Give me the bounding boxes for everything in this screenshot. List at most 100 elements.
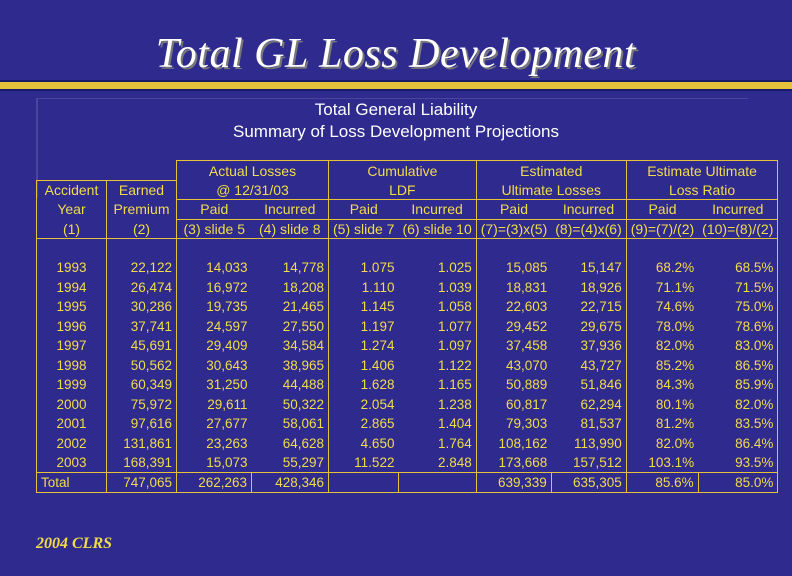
table-cell: 43,070: [475, 355, 552, 375]
header-year: Year: [36, 199, 107, 219]
table-cell: 4.650: [328, 433, 399, 453]
table-cell: 1.058: [398, 297, 477, 317]
table-cell: 173,668: [475, 453, 552, 473]
table-cell: 22,715: [551, 297, 627, 317]
footer-label: 2004 CLRS: [36, 535, 113, 552]
table-cell: 71.5%: [698, 277, 779, 297]
table-cell: 1995: [36, 297, 107, 317]
table-cell: 62,294: [551, 394, 627, 414]
total-cell: 85.6%: [625, 472, 699, 493]
table-cell: 30,643: [176, 355, 252, 375]
table-cell: 2002: [36, 433, 107, 453]
table-cell: 1.628: [328, 375, 399, 395]
table-cell: 64,628: [251, 433, 329, 453]
table-cell: 2001: [36, 414, 107, 434]
table-cell: 29,409: [176, 336, 252, 356]
table-cell: 18,926: [551, 277, 627, 297]
table-cell: 1.406: [328, 355, 399, 375]
header-col-4: (4) slide 8: [251, 218, 329, 239]
table-cell: 2.054: [328, 394, 399, 414]
panel-edge-left: [36, 98, 38, 198]
table-cell: 93.5%: [698, 453, 779, 473]
table-cell: 74.6%: [625, 297, 699, 317]
table-cell: 83.5%: [698, 414, 779, 434]
table-cell: 15,147: [551, 258, 627, 278]
table-cell: 37,458: [475, 336, 552, 356]
table-cell: 34,584: [251, 336, 329, 356]
header-col-9: (9)=(7)/(2): [625, 218, 699, 239]
table-cell: 58,061: [251, 414, 329, 434]
header-col-6: (6) slide 10: [398, 218, 477, 239]
table-cell: 1.110: [328, 277, 399, 297]
total-cell: [397, 472, 477, 493]
table-cell: 1.025: [398, 258, 477, 278]
header-as-of: @ 12/31/03: [176, 180, 329, 200]
table-cell: 86.4%: [698, 433, 779, 453]
table-cell: 44,488: [251, 375, 329, 395]
header-cumulative: Cumulative: [328, 160, 477, 180]
table-row: 1997 45,691 29,409 34,584 1.274 1.097 37,458 37…: [36, 336, 779, 356]
table-cell: 27,677: [176, 414, 252, 434]
table-cell: 18,831: [475, 277, 552, 297]
spacer-row: [36, 238, 779, 258]
table-cell: 14,033: [176, 258, 252, 278]
table-cell: 85.2%: [625, 355, 699, 375]
table-cell: 2003: [36, 453, 107, 473]
header-col-7: (7)=(3)x(5): [475, 218, 552, 239]
table-cell: 29,452: [475, 316, 552, 336]
header-actual-losses: Actual Losses: [176, 160, 329, 180]
table-cell: 22,603: [475, 297, 552, 317]
table-cell: 1.274: [328, 336, 399, 356]
header-col-1: (1): [36, 219, 107, 239]
header-col-8: (8)=(4)x(6): [551, 218, 627, 239]
table-cell: 15,085: [475, 258, 552, 278]
table-cell: 30,286: [106, 297, 177, 317]
table-row: 1999 60,349 31,250 44,488 1.628 1.165 50,889 51…: [36, 375, 779, 395]
header-row-4: (1) (2) (3) slide 5 (4) slide 8 (5) slid…: [36, 218, 779, 239]
table-cell: 60,817: [475, 394, 552, 414]
table-cell: 27,550: [251, 316, 329, 336]
total-row: Total 747,065 262,263 428,346 639,339 635,305…: [36, 472, 779, 493]
header-estimated: Estimated: [475, 160, 627, 180]
table-cell: 21,465: [251, 297, 329, 317]
header-col-2: (2): [106, 219, 177, 239]
table-row: 2003 168,391 15,073 55,297 11.522 2.848 173,66…: [36, 453, 779, 473]
header-accident: Accident: [36, 179, 107, 200]
header-incurred: Incurred: [551, 199, 627, 219]
table-cell: 1.097: [398, 336, 477, 356]
table-cell: 15,073: [176, 453, 252, 473]
table-cell: 55,297: [251, 453, 329, 473]
table-row: 1996 37,741 24,597 27,550 1.197 1.077 29,452 29…: [36, 316, 779, 336]
table-subtitle: Summary of Loss Development Projections: [233, 122, 559, 141]
table-cell: 84.3%: [625, 375, 699, 395]
header-paid: Paid: [625, 199, 699, 219]
table-cell: 14,778: [251, 258, 329, 278]
table-cell: 85.9%: [698, 375, 779, 395]
table-row: 1994 26,474 16,972 18,208 1.110 1.039 18,831 18…: [36, 277, 779, 297]
table-cell: 1.404: [398, 414, 477, 434]
table-cell: 50,322: [251, 394, 329, 414]
table-cell: 1.197: [328, 316, 399, 336]
table-cell: 2.865: [328, 414, 399, 434]
header-incurred: Incurred: [251, 199, 329, 219]
table-cell: 1.039: [398, 277, 477, 297]
table-cell: 83.0%: [698, 336, 779, 356]
table-cell: 50,889: [475, 375, 552, 395]
table-cell: 113,990: [551, 433, 627, 453]
header-earned: Earned: [106, 179, 177, 200]
table-cell: 75.0%: [698, 297, 779, 317]
header-ldf: LDF: [328, 180, 477, 200]
total-cell: Total: [36, 472, 107, 493]
total-cell: 639,339: [475, 472, 552, 493]
table-cell: 26,474: [106, 277, 177, 297]
table-cell: 29,611: [176, 394, 252, 414]
table-row: 2000 75,972 29,611 50,322 2.054 1.238 60,817 62…: [36, 394, 779, 414]
table-cell: 157,512: [551, 453, 627, 473]
total-cell: 85.0%: [697, 472, 779, 493]
table-cell: 1.122: [398, 355, 477, 375]
table-cell: 81,537: [551, 414, 627, 434]
table-cell: 168,391: [106, 453, 177, 473]
table-cell: 1.238: [398, 394, 477, 414]
header-col-5: (5) slide 7: [328, 218, 399, 239]
table-cell: 16,972: [176, 277, 252, 297]
